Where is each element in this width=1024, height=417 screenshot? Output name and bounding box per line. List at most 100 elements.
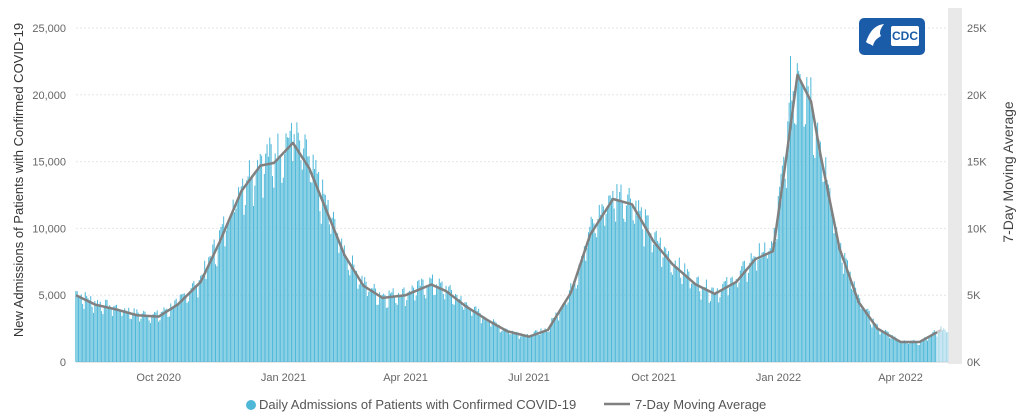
daily-admission-bar[interactable] [794,123,796,362]
daily-admission-bar[interactable] [193,281,195,362]
daily-admission-bar[interactable] [394,296,396,362]
daily-admission-bar[interactable] [825,157,827,362]
daily-admission-bar[interactable] [910,340,912,362]
daily-admission-bar[interactable] [502,327,504,362]
daily-admission-bar[interactable] [913,339,915,362]
daily-admission-bar[interactable] [555,312,557,362]
daily-admission-bar[interactable] [271,176,273,362]
daily-admission-bar[interactable] [719,297,721,362]
daily-admission-bar[interactable] [269,137,271,362]
daily-admission-bar[interactable] [891,334,893,362]
daily-admission-bar[interactable] [442,293,444,362]
daily-admission-bar[interactable] [551,318,553,362]
daily-admission-bar[interactable] [564,299,566,362]
daily-admission-bar[interactable] [560,307,562,362]
daily-admission-bar[interactable] [846,260,848,362]
daily-admission-bar[interactable] [811,106,813,362]
daily-admission-bar[interactable] [194,285,196,362]
daily-admission-bar[interactable] [809,98,811,363]
daily-admission-bar[interactable] [295,146,297,362]
daily-admission-bar[interactable] [326,204,328,362]
daily-admission-bar[interactable] [554,318,556,362]
daily-admission-bar[interactable] [152,314,154,362]
daily-admission-bar[interactable] [286,137,288,362]
daily-admission-bar[interactable] [790,56,792,363]
daily-admission-bar[interactable] [220,226,222,362]
daily-admission-bar[interactable] [653,244,655,362]
daily-admission-bar[interactable] [849,271,851,362]
daily-admission-bar[interactable] [836,227,838,362]
daily-admission-bar[interactable] [646,215,648,362]
daily-admission-bar[interactable] [524,334,526,362]
daily-admission-bar[interactable] [252,205,254,362]
daily-admission-bar[interactable] [777,195,779,362]
daily-admission-bar[interactable] [391,292,393,362]
daily-admission-bar[interactable] [362,283,364,362]
daily-admission-bar[interactable] [655,230,657,362]
daily-admission-bar[interactable] [118,309,120,362]
daily-admission-bar[interactable] [120,311,122,362]
daily-admission-bar[interactable] [495,322,497,362]
daily-admission-bar[interactable] [78,296,80,362]
daily-admission-bar[interactable] [947,332,949,362]
daily-admission-bar[interactable] [696,277,698,362]
daily-admission-bar[interactable] [771,241,773,362]
daily-admission-bar[interactable] [83,308,85,362]
daily-admission-bar[interactable] [699,291,701,362]
daily-admission-bar[interactable] [621,202,623,362]
daily-admission-bar[interactable] [429,277,431,362]
daily-admission-bar[interactable] [795,124,797,362]
daily-admission-bar[interactable] [594,233,596,362]
daily-admission-bar[interactable] [528,336,530,362]
daily-admission-bar[interactable] [482,318,484,362]
daily-admission-bar[interactable] [471,315,473,362]
daily-admission-bar[interactable] [722,284,724,362]
daily-admission-bar[interactable] [370,288,372,362]
daily-admission-bar[interactable] [654,232,656,362]
daily-admission-bar[interactable] [172,305,174,362]
daily-admission-bar[interactable] [632,220,634,362]
daily-admission-bar[interactable] [361,275,363,362]
daily-admission-bar[interactable] [129,318,131,362]
daily-admission-bar[interactable] [422,279,424,362]
daily-admission-bar[interactable] [95,303,97,362]
daily-admission-bar[interactable] [514,333,516,362]
daily-admission-bar[interactable] [761,252,763,362]
daily-admission-bar[interactable] [704,287,706,362]
daily-admission-bar[interactable] [909,342,911,362]
daily-admission-bar[interactable] [714,293,716,362]
daily-admission-bar[interactable] [552,317,554,362]
daily-admission-bar[interactable] [733,284,735,362]
daily-admission-bar[interactable] [88,300,90,362]
daily-admission-bar[interactable] [727,295,729,362]
daily-admission-bar[interactable] [944,329,946,362]
daily-admission-bar[interactable] [741,266,743,362]
daily-admission-bar[interactable] [684,263,686,362]
daily-admission-bar[interactable] [79,295,81,362]
daily-admission-bar[interactable] [530,335,532,362]
daily-admission-bar[interactable] [822,181,824,362]
daily-admission-bar[interactable] [624,221,626,362]
daily-admission-bar[interactable] [513,333,515,362]
daily-admission-bar[interactable] [802,83,804,362]
daily-admission-bar[interactable] [293,134,295,362]
daily-admission-bar[interactable] [476,311,478,362]
daily-admission-bar[interactable] [609,195,611,362]
daily-admission-bar[interactable] [890,338,892,362]
daily-admission-bar[interactable] [832,218,834,362]
daily-admission-bar[interactable] [483,316,485,362]
daily-admission-bar[interactable] [693,283,695,362]
daily-admission-bar[interactable] [436,284,438,362]
daily-admission-bar[interactable] [266,144,268,362]
daily-admission-bar[interactable] [861,308,863,362]
daily-admission-bar[interactable] [369,289,371,362]
daily-admission-bar[interactable] [585,260,587,362]
daily-admission-bar[interactable] [84,292,86,362]
daily-admission-bar[interactable] [674,260,676,362]
daily-admission-bar[interactable] [319,211,321,362]
daily-admission-bar[interactable] [880,332,882,362]
daily-admission-bar[interactable] [282,177,284,362]
daily-admission-bar[interactable] [179,294,181,362]
daily-admission-bar[interactable] [593,223,595,362]
daily-admission-bar[interactable] [487,320,489,362]
